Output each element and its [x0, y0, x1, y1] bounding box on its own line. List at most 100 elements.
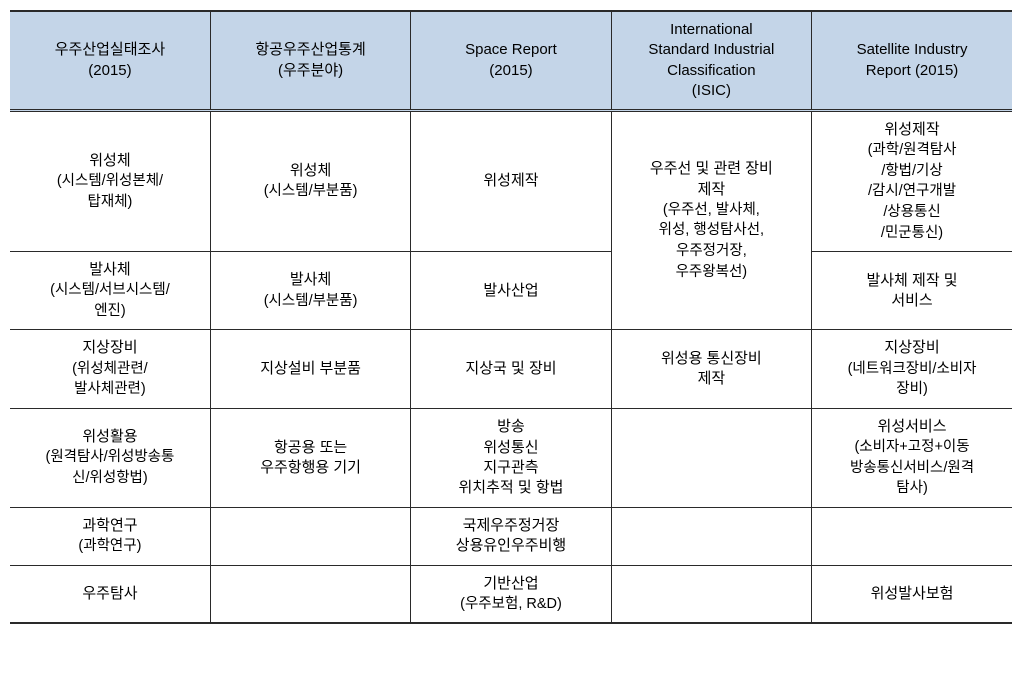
table-row: 위성체 (시스템/위성본체/ 탑재체) 위성체 (시스템/부분품) 위성제작 우… — [10, 111, 1012, 252]
col2-l1: 항공우주산업통계 — [255, 41, 365, 58]
cell-r5c2 — [210, 507, 410, 565]
cell-text: (소비자+고정+이동 — [854, 439, 969, 455]
cell-text: 지상장비 — [884, 339, 939, 356]
cell-r1c2: 위성체 (시스템/부분품) — [210, 111, 410, 252]
cell-r1c3: 위성제작 — [411, 111, 611, 252]
cell-text: (시스템/서브시스템/ — [50, 282, 170, 298]
cell-text: (원격탐사/위성방송통 — [45, 449, 174, 465]
cell-text: (우주선, 발사체, — [663, 202, 760, 218]
cell-r5c3: 국제우주정거장 상용유인우주비행 — [411, 507, 611, 565]
cell-text: 발사체관련) — [74, 381, 146, 397]
cell-text: 발사체 — [89, 261, 130, 278]
cell-text: 지상설비 부분품 — [260, 360, 361, 377]
cell-r4c5: 위성서비스 (소비자+고정+이동 방송통신서비스/원격 탐사) — [812, 408, 1012, 507]
table-header-row: 우주산업실태조사 (2015) 항공우주산업통계 (우주분야) Space Re… — [10, 11, 1012, 111]
col1-l1: 우주산업실태조사 — [55, 41, 165, 58]
col4-l1: International — [670, 21, 753, 38]
cell-text: 우주탐사 — [82, 585, 137, 602]
cell-text: 위성, 행성탐사선, — [659, 222, 764, 238]
cell-text: 지상장비 — [82, 339, 137, 356]
cell-text: 과학연구 — [82, 517, 137, 534]
cell-text: 위성체 — [290, 162, 331, 179]
cell-r2c5: 발사체 제작 및 서비스 — [812, 252, 1012, 330]
table-row: 위성활용 (원격탐사/위성방송통 신/위성항법) 항공용 또는 우주항행용 기기… — [10, 408, 1012, 507]
cell-text: (시스템/위성본체/ — [57, 173, 163, 189]
col1-l2: (2015) — [88, 62, 131, 79]
cell-r2c1: 발사체 (시스템/서브시스템/ 엔진) — [10, 252, 210, 330]
col3-l2: (2015) — [489, 62, 532, 79]
cell-r4c1: 위성활용 (원격탐사/위성방송통 신/위성항법) — [10, 408, 210, 507]
cell-text: 우주왕복선) — [676, 264, 748, 280]
cell-text: /감시/연구개발 — [868, 183, 956, 199]
cell-text: 위성체 — [89, 152, 130, 169]
cell-text: (과학연구) — [78, 538, 141, 554]
cell-r5c5 — [812, 507, 1012, 565]
cell-r5c1: 과학연구 (과학연구) — [10, 507, 210, 565]
cell-r3c5: 지상장비 (네트워크장비/소비자 장비) — [812, 330, 1012, 408]
cell-text: 우주정거장, — [676, 243, 747, 259]
col-header-1: 우주산업실태조사 (2015) — [10, 11, 210, 111]
cell-r2c3: 발사산업 — [411, 252, 611, 330]
col4-l3: Classification — [667, 62, 755, 79]
cell-text: 위성발사보험 — [871, 585, 954, 602]
cell-text: (우주보험, R&D) — [460, 596, 562, 612]
cell-text: /민군통신) — [881, 225, 943, 241]
cell-r1c5: 위성제작 (과학/원격탐사 /항법/기상 /감시/연구개발 /상용통신 /민군통… — [812, 111, 1012, 252]
col4-l4: (ISIC) — [692, 82, 731, 99]
cell-text: (시스템/부분품) — [264, 183, 358, 199]
cell-r6c1: 우주탐사 — [10, 565, 210, 623]
cell-text: 위성통신 — [483, 439, 538, 456]
table-row: 우주탐사 기반산업 (우주보험, R&D) 위성발사보험 — [10, 565, 1012, 623]
cell-text: /항법/기상 — [881, 163, 942, 179]
cell-text: 지상국 및 장비 — [465, 360, 556, 377]
cell-text: 발사체 제작 및 — [866, 272, 957, 289]
cell-text: 위성서비스 — [878, 418, 947, 435]
col2-l2: (우주분야) — [278, 62, 343, 79]
cell-text: 위성제작 — [884, 121, 939, 138]
cell-r3c4: 위성용 통신장비 제작 — [611, 330, 811, 408]
cell-r4c2: 항공용 또는 우주항행용 기기 — [210, 408, 410, 507]
space-industry-classification-table: 우주산업실태조사 (2015) 항공우주산업통계 (우주분야) Space Re… — [10, 10, 1012, 624]
col3-l1: Space Report — [465, 41, 557, 58]
col-header-2: 항공우주산업통계 (우주분야) — [210, 11, 410, 111]
cell-text: 서비스 — [891, 292, 932, 309]
cell-text: 우주항행용 기기 — [260, 459, 361, 476]
cell-text: 기반산업 — [483, 575, 538, 592]
cell-r3c1: 지상장비 (위성체관련/ 발사체관련) — [10, 330, 210, 408]
cell-r6c2 — [210, 565, 410, 623]
cell-text: 방송통신서비스/원격 — [850, 460, 974, 476]
cell-text: 상용유인우주비행 — [456, 537, 566, 554]
table-row: 발사체 (시스템/서브시스템/ 엔진) 발사체 (시스템/부분품) 발사산업 발… — [10, 252, 1012, 330]
cell-text: 위성용 통신장비 — [661, 350, 762, 367]
cell-text: 탑재체) — [88, 194, 133, 210]
table-row: 과학연구 (과학연구) 국제우주정거장 상용유인우주비행 — [10, 507, 1012, 565]
cell-text: (위성체관련/ — [72, 361, 148, 377]
cell-text: 위치추적 및 항법 — [459, 479, 564, 496]
cell-r2c2: 발사체 (시스템/부분품) — [210, 252, 410, 330]
cell-text: 엔진) — [94, 303, 126, 319]
cell-r5c4 — [611, 507, 811, 565]
col-header-5: Satellite Industry Report (2015) — [812, 11, 1012, 111]
col-header-3: Space Report (2015) — [411, 11, 611, 111]
cell-text: (네트워크장비/소비자 — [848, 361, 977, 377]
cell-text: (시스템/부분품) — [264, 293, 358, 309]
cell-text: 제작 — [698, 370, 726, 387]
col5-l1: Satellite Industry — [857, 41, 968, 58]
cell-text: (과학/원격탐사 — [868, 142, 957, 158]
cell-r3c3: 지상국 및 장비 — [411, 330, 611, 408]
cell-text: 위성활용 — [82, 428, 137, 445]
cell-r4c4 — [611, 408, 811, 507]
cell-text: 우주선 및 관련 장비 — [650, 160, 773, 177]
table-row: 지상장비 (위성체관련/ 발사체관련) 지상설비 부분품 지상국 및 장비 위성… — [10, 330, 1012, 408]
cell-r3c2: 지상설비 부분품 — [210, 330, 410, 408]
cell-text: 방송 — [497, 418, 525, 435]
cell-r4c3: 방송 위성통신 지구관측 위치추적 및 항법 — [411, 408, 611, 507]
col4-l2: Standard Industrial — [648, 41, 774, 58]
cell-text: 지구관측 — [483, 459, 538, 476]
cell-text: 국제우주정거장 — [463, 517, 560, 534]
cell-text: 탐사) — [896, 480, 928, 496]
cell-r6c5: 위성발사보험 — [812, 565, 1012, 623]
cell-r1c4: 우주선 및 관련 장비 제작 (우주선, 발사체, 위성, 행성탐사선, 우주정… — [611, 111, 811, 330]
cell-r6c4 — [611, 565, 811, 623]
cell-text: 장비) — [896, 381, 928, 397]
